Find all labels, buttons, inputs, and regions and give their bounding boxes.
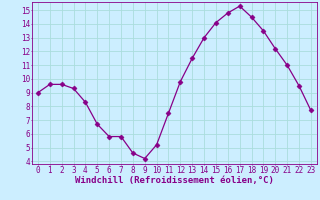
X-axis label: Windchill (Refroidissement éolien,°C): Windchill (Refroidissement éolien,°C)	[75, 176, 274, 185]
